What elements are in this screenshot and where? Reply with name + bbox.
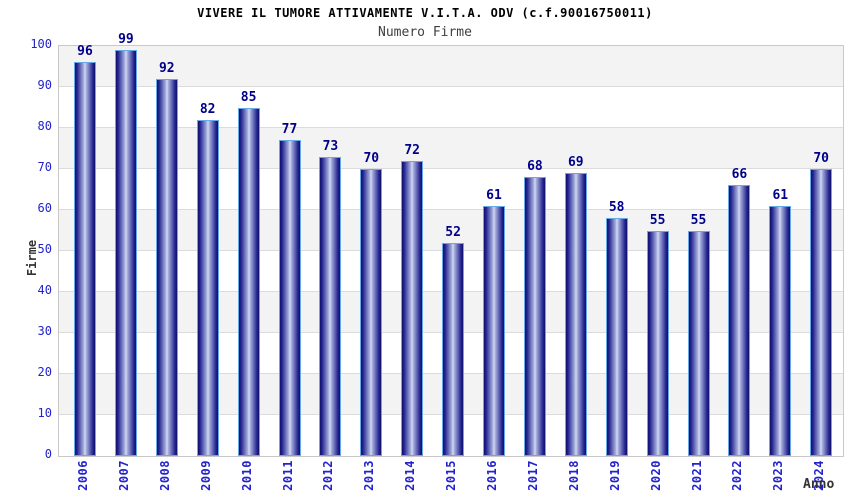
y-tick-label: 0 bbox=[44, 447, 52, 461]
bar-2022 bbox=[728, 185, 751, 456]
x-tick-label: 2013 bbox=[362, 460, 377, 491]
gridline bbox=[59, 86, 843, 87]
bar-value-label: 92 bbox=[158, 61, 175, 76]
x-tick-label: 2010 bbox=[239, 460, 254, 491]
bar-value-label: 55 bbox=[690, 213, 707, 228]
bar-2024 bbox=[810, 169, 833, 456]
bar-value-label: 61 bbox=[486, 188, 502, 203]
x-tick-label: 2014 bbox=[403, 460, 418, 491]
x-tick-label: 2020 bbox=[648, 460, 663, 491]
y-tick-label: 10 bbox=[37, 406, 52, 420]
gridline bbox=[59, 127, 843, 128]
bar-2014 bbox=[401, 161, 424, 456]
bar-2017 bbox=[523, 177, 546, 456]
bar-2019 bbox=[605, 218, 628, 456]
x-tick-label: 2006 bbox=[76, 460, 90, 491]
bar-value-label: 55 bbox=[649, 213, 666, 228]
x-tick-label: 2023 bbox=[771, 460, 786, 491]
plot-band bbox=[59, 169, 843, 210]
bar-2006 bbox=[74, 62, 96, 456]
y-tick-label: 60 bbox=[37, 201, 52, 215]
x-tick-label: 2018 bbox=[566, 460, 581, 491]
gridline bbox=[59, 168, 843, 169]
bar-2013 bbox=[360, 169, 383, 456]
y-tick-label: 50 bbox=[37, 242, 52, 256]
bar-value-label: 96 bbox=[77, 44, 93, 59]
plot-band bbox=[59, 46, 843, 87]
bar-value-label: 52 bbox=[445, 225, 461, 240]
x-tick-label: 2021 bbox=[689, 460, 704, 491]
y-tick-label: 100 bbox=[30, 37, 52, 51]
y-tick-label: 90 bbox=[37, 78, 52, 92]
bar-value-label: 70 bbox=[363, 151, 380, 166]
bar-value-label: 73 bbox=[322, 139, 339, 154]
bar-value-label: 85 bbox=[240, 90, 257, 105]
bar-value-label: 82 bbox=[199, 102, 216, 117]
y-tick-label: 30 bbox=[37, 324, 52, 338]
x-tick-label: 2007 bbox=[116, 460, 131, 491]
x-tick-label: 2009 bbox=[198, 460, 213, 491]
bar-2012 bbox=[319, 157, 342, 456]
plot-band bbox=[59, 128, 843, 169]
x-tick-label: 2008 bbox=[157, 460, 172, 491]
y-tick-label: 70 bbox=[37, 160, 52, 174]
bar-value-label: 61 bbox=[772, 188, 789, 203]
y-tick-label: 80 bbox=[37, 119, 52, 133]
plot-band bbox=[59, 87, 843, 128]
bar-2021 bbox=[687, 231, 710, 456]
bar-2018 bbox=[564, 173, 587, 456]
x-axis-title: Anno bbox=[803, 477, 835, 492]
bar-2016 bbox=[483, 206, 505, 456]
bar-2010 bbox=[237, 108, 260, 456]
x-tick-label: 2011 bbox=[280, 460, 295, 491]
bar-2007 bbox=[114, 50, 137, 456]
bar-value-label: 77 bbox=[281, 122, 298, 137]
bar-value-label: 70 bbox=[813, 151, 830, 166]
bar-2015 bbox=[442, 243, 465, 456]
chart-title: VIVERE IL TUMORE ATTIVAMENTE V.I.T.A. OD… bbox=[197, 6, 653, 20]
bar-2011 bbox=[278, 140, 301, 456]
x-tick-label: 2017 bbox=[525, 460, 540, 491]
bar-2008 bbox=[155, 79, 178, 456]
bar-value-label: 72 bbox=[404, 143, 421, 158]
x-tick-label: 2022 bbox=[730, 460, 745, 491]
bar-2023 bbox=[769, 206, 792, 456]
bar-value-label: 69 bbox=[567, 155, 584, 170]
chart-subtitle: Numero Firme bbox=[378, 25, 472, 40]
y-tick-label: 20 bbox=[37, 365, 52, 379]
bar-2020 bbox=[646, 231, 669, 456]
bar-value-label: 68 bbox=[527, 159, 543, 174]
x-tick-label: 2015 bbox=[444, 460, 459, 491]
bar-2009 bbox=[196, 120, 219, 456]
x-tick-label: 2012 bbox=[321, 460, 336, 491]
bar-value-label: 99 bbox=[118, 32, 134, 47]
y-tick-label: 40 bbox=[37, 283, 52, 297]
x-tick-label: 2019 bbox=[607, 460, 622, 491]
bar-value-label: 58 bbox=[608, 200, 625, 215]
bar-value-label: 66 bbox=[731, 167, 748, 182]
gridline bbox=[59, 209, 843, 210]
x-tick-label: 2016 bbox=[485, 460, 499, 491]
plot-area: 96 99 92 82 85 77 73 70 72 52 61 68 69 58 55 55 66 61 70 bbox=[58, 32, 844, 457]
